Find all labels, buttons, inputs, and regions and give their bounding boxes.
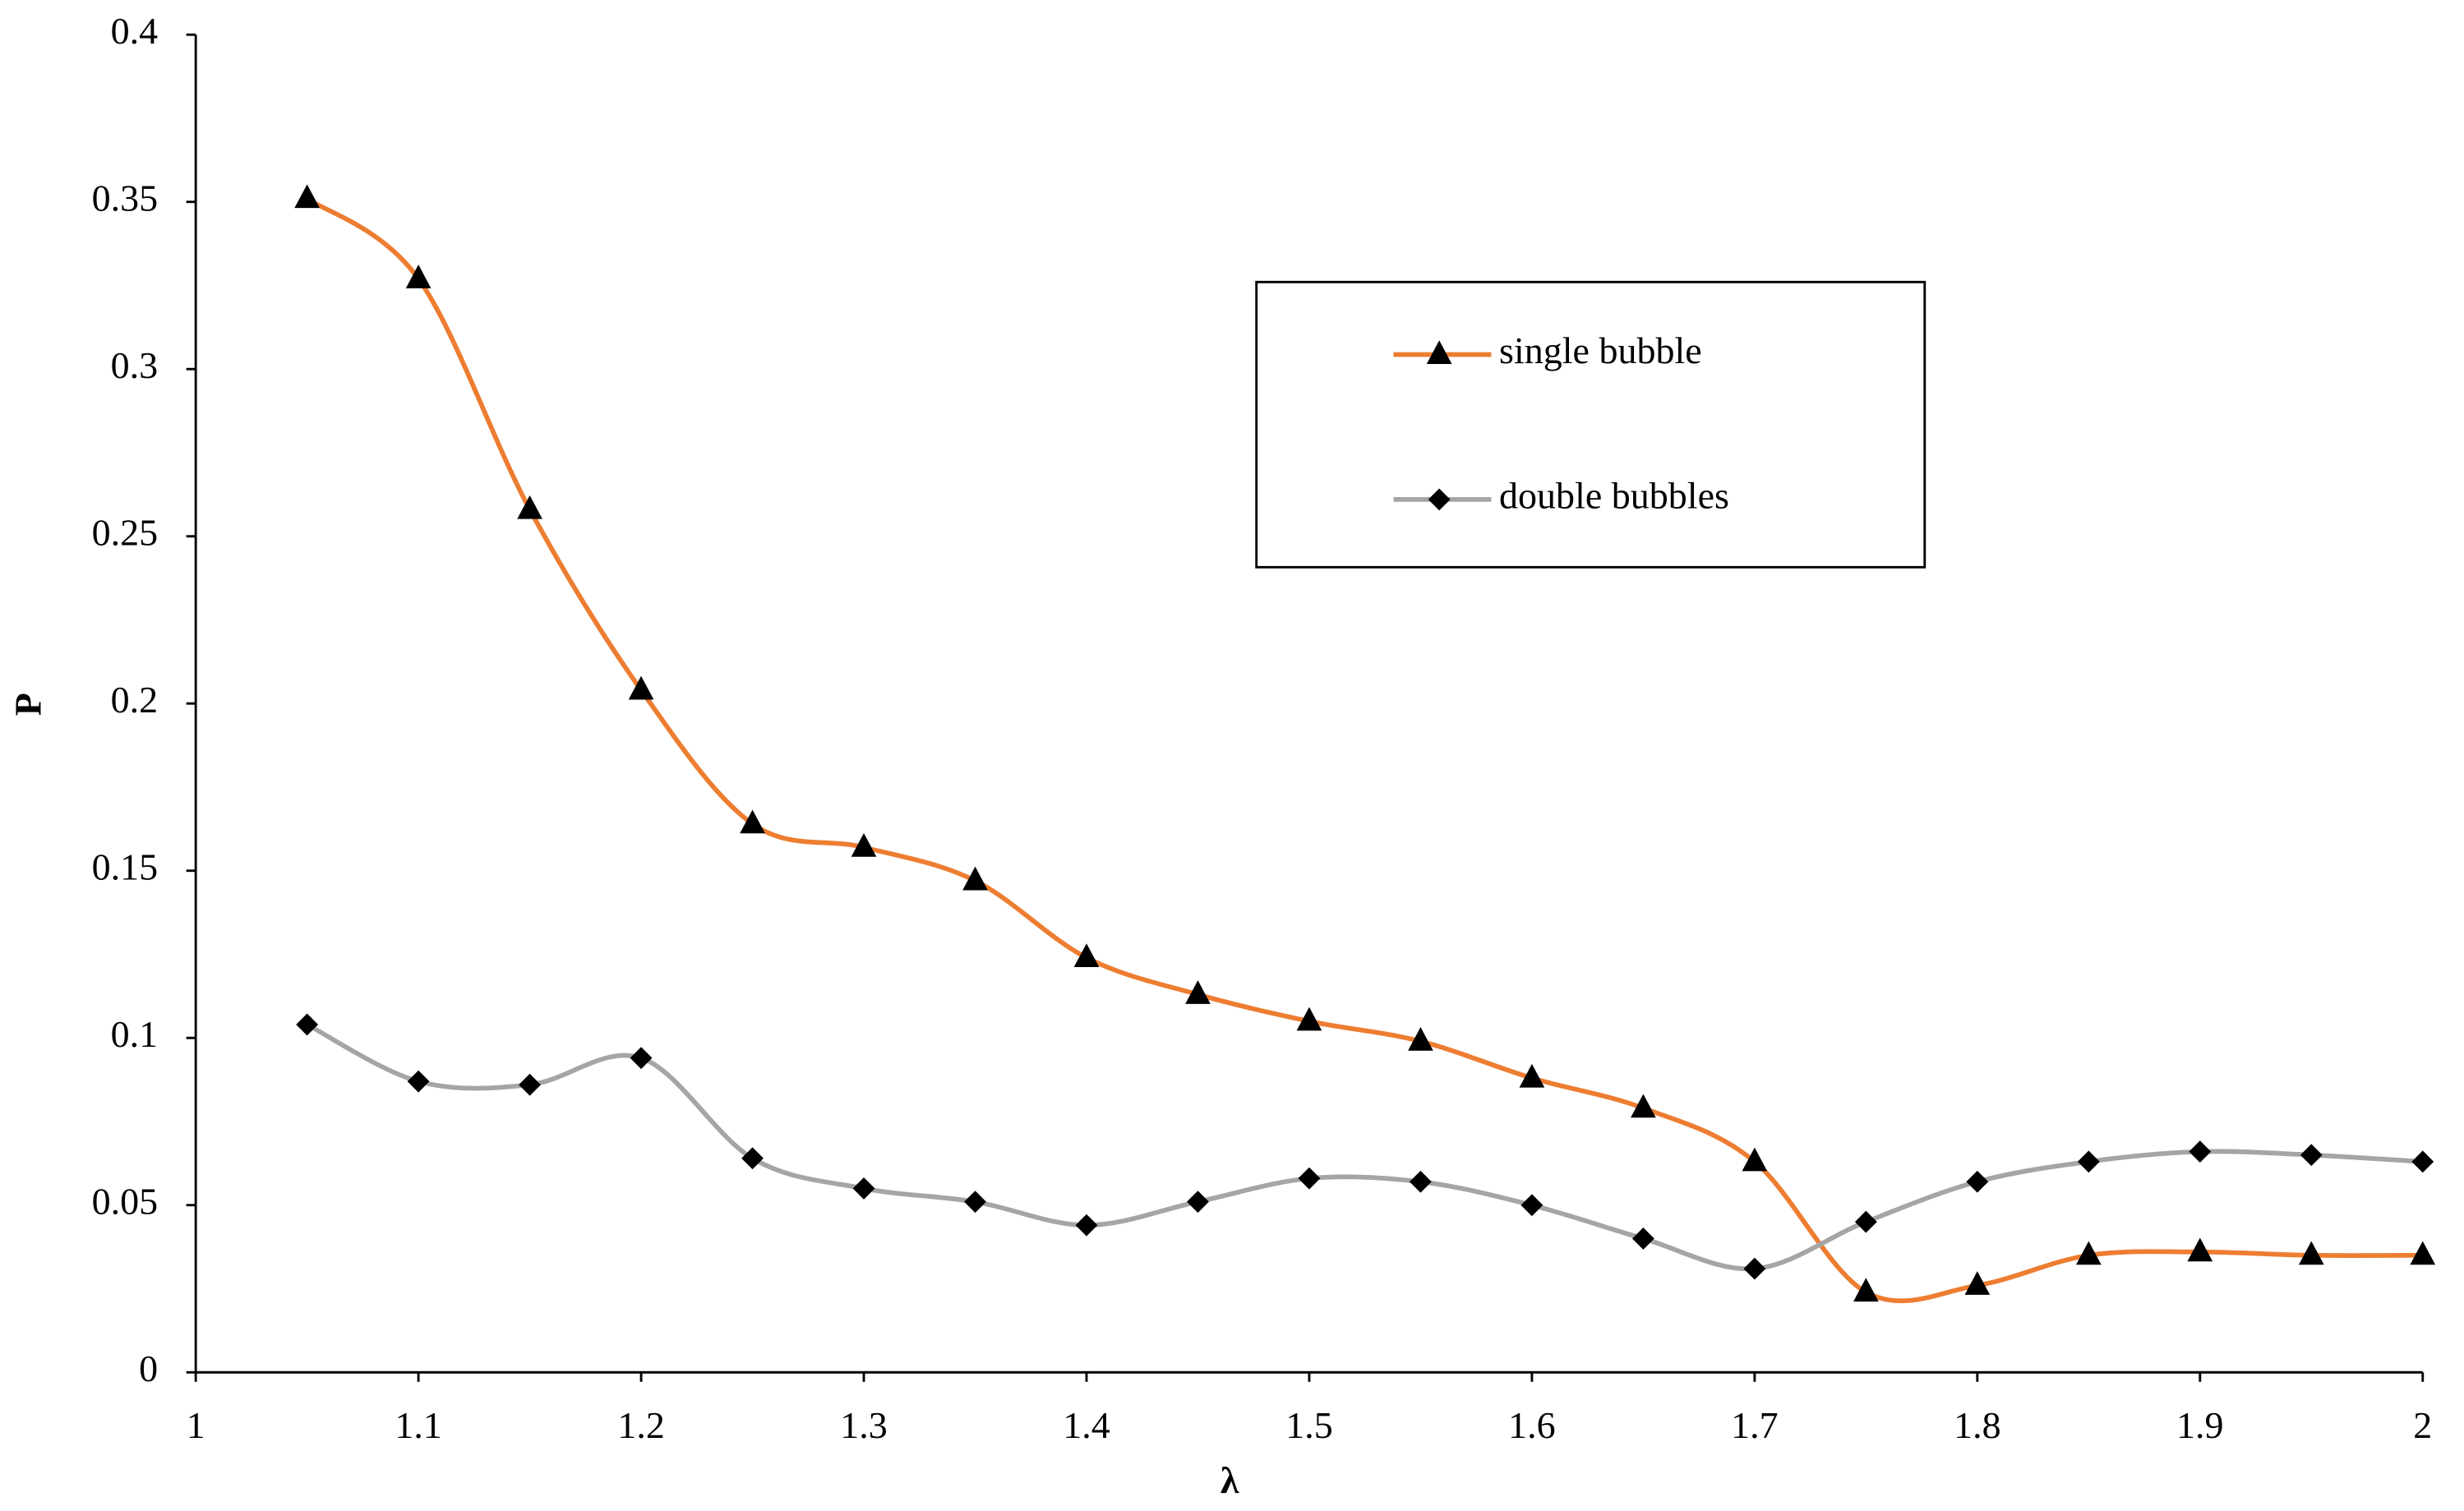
marker	[1966, 1170, 1989, 1193]
marker	[2410, 1241, 2436, 1265]
y-tick-label: 0.4	[111, 10, 159, 52]
legend-label: single bubble	[1499, 329, 1702, 371]
x-tick-label: 1.9	[2176, 1404, 2224, 1446]
y-axis-label: P	[7, 693, 48, 716]
marker	[2077, 1150, 2100, 1173]
marker	[2300, 1144, 2323, 1167]
legend-marker	[1426, 340, 1452, 364]
y-tick-label: 0.35	[92, 177, 159, 219]
marker	[852, 1177, 875, 1200]
marker	[1631, 1228, 1654, 1250]
y-tick-label: 0	[139, 1347, 158, 1389]
marker	[964, 1191, 986, 1214]
marker	[1520, 1194, 1543, 1217]
x-tick-label: 1.6	[1508, 1404, 1556, 1446]
x-tick-label: 2	[2413, 1404, 2432, 1446]
marker	[2411, 1150, 2434, 1173]
legend-label: double bubbles	[1499, 474, 1729, 516]
marker	[1185, 980, 1211, 1004]
legend-marker	[1428, 488, 1451, 511]
x-tick-label: 1.2	[617, 1404, 665, 1446]
marker	[519, 1073, 542, 1096]
marker	[1964, 1271, 1991, 1295]
x-tick-label: 1.5	[1285, 1404, 1333, 1446]
marker	[962, 866, 988, 891]
marker	[740, 809, 765, 834]
marker	[1853, 1278, 1879, 1302]
marker	[851, 832, 877, 857]
y-tick-label: 0.2	[111, 679, 159, 721]
marker	[405, 265, 431, 288]
y-tick-label: 0.3	[111, 344, 159, 386]
y-tick-label: 0.15	[92, 845, 159, 887]
marker	[1742, 1147, 1768, 1172]
marker	[2298, 1241, 2324, 1265]
marker	[1187, 1191, 1209, 1214]
x-tick-label: 1.7	[1731, 1404, 1779, 1446]
series-line	[306, 1022, 2423, 1272]
marker	[1298, 1167, 1321, 1190]
marker	[1519, 1063, 1545, 1088]
marker	[1296, 1007, 1322, 1031]
marker	[1075, 1214, 1098, 1237]
marker	[407, 1070, 430, 1093]
marker	[1410, 1170, 1432, 1193]
marker	[296, 1013, 319, 1036]
marker	[1743, 1257, 1766, 1280]
marker	[1631, 1094, 1656, 1118]
marker	[2189, 1140, 2212, 1163]
x-tick-label: 1.4	[1063, 1404, 1110, 1446]
x-tick-label: 1.1	[395, 1404, 442, 1446]
marker	[1854, 1210, 1877, 1233]
marker	[1073, 943, 1100, 968]
marker	[630, 1047, 653, 1070]
legend	[1255, 280, 1926, 569]
y-tick-label: 0.05	[92, 1180, 159, 1222]
marker	[2075, 1241, 2102, 1265]
marker	[628, 675, 654, 700]
x-tick-label: 1	[187, 1404, 205, 1446]
x-axis-label: λ	[1220, 1459, 1239, 1501]
marker	[517, 495, 542, 519]
y-tick-label: 0.25	[92, 511, 159, 553]
y-tick-label: 0.1	[111, 1013, 159, 1055]
marker	[2187, 1237, 2213, 1262]
x-tick-label: 1.3	[840, 1404, 888, 1446]
marker	[294, 184, 320, 209]
x-tick-label: 1.8	[1954, 1404, 2001, 1446]
marker	[1408, 1027, 1433, 1051]
